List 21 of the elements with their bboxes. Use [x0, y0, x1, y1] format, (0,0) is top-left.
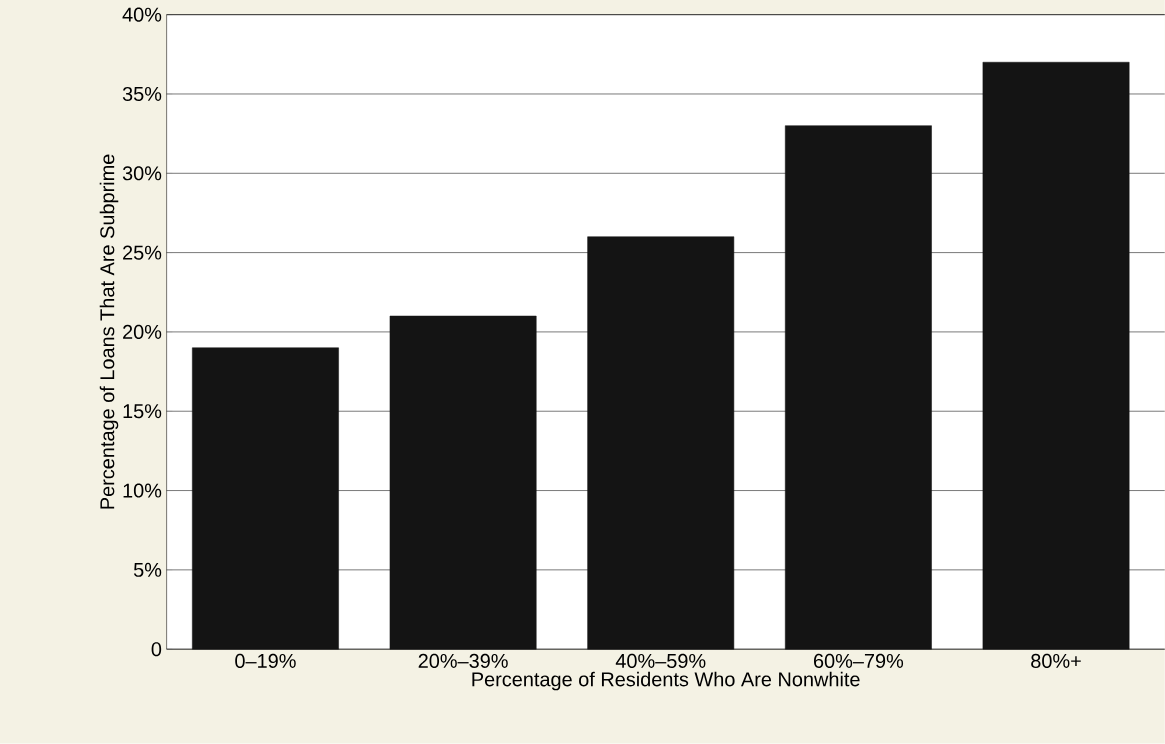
y-tick-label: 10%	[123, 483, 162, 498]
y-tick-label: 30%	[122, 166, 162, 181]
x-tick-label: 0–19%	[235, 653, 296, 669]
bar	[785, 125, 932, 650]
y-tick-label: 35%	[122, 86, 162, 102]
bar	[389, 315, 537, 650]
x-tick-label: 20%–39%	[418, 653, 508, 669]
bar	[982, 62, 1130, 650]
y-tick-label: 40%	[122, 7, 162, 22]
y-tick-label: 5%	[133, 562, 162, 577]
y-tick-label: 15%	[123, 404, 162, 419]
x-tick-label: 60%–79%	[814, 653, 904, 669]
y-axis-title: Percentage of Loans That Are Subprime	[99, 154, 119, 509]
bar	[192, 347, 339, 650]
x-tick-label: 80%+	[1031, 653, 1081, 669]
x-tick-label: 40%–59%	[615, 653, 706, 669]
y-tick-label: 20%	[123, 324, 162, 340]
bar	[587, 236, 735, 650]
x-axis-title: Percentage of Residents Who Are Nonwhite	[472, 671, 860, 691]
y-tick-label: 25%	[123, 245, 162, 260]
y-tick-label: 0	[151, 642, 162, 657]
